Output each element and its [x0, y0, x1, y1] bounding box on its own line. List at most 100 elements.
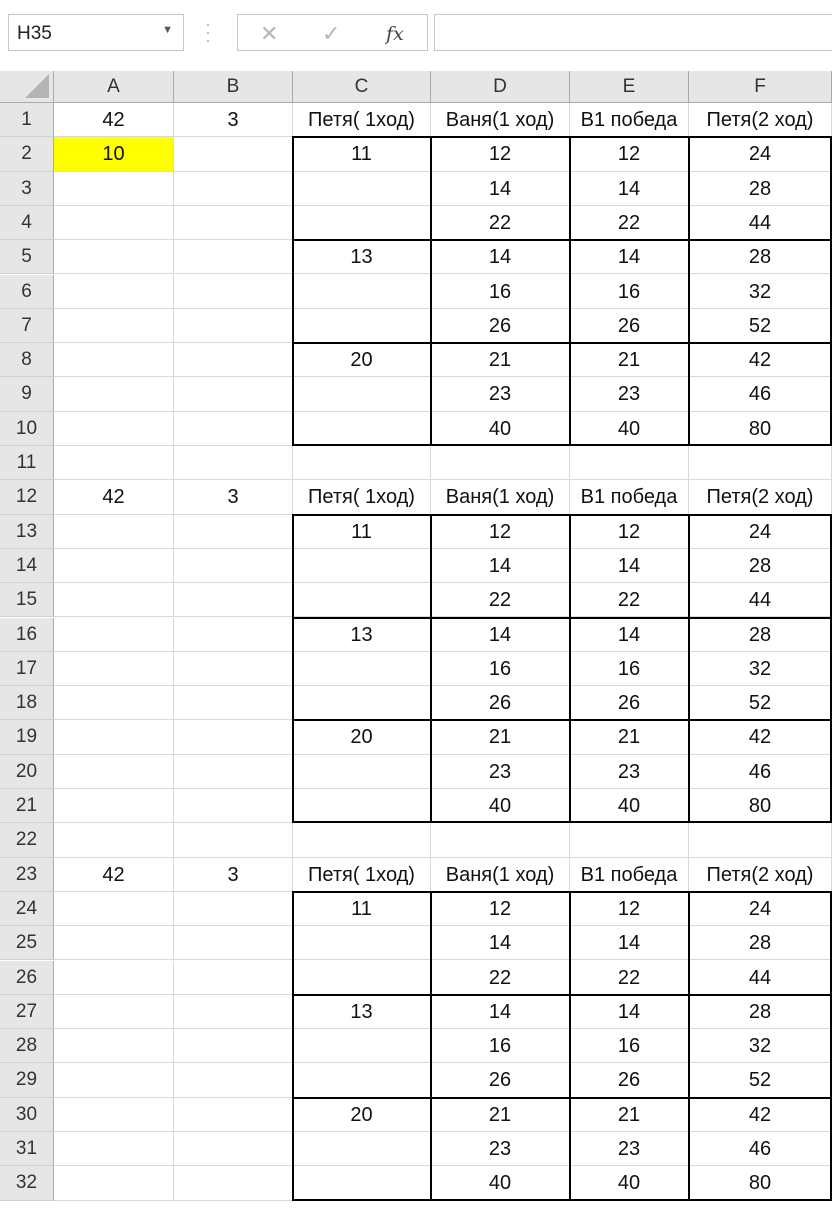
cell-d9[interactable]: 23 — [431, 377, 570, 411]
cell-c25[interactable] — [293, 926, 431, 960]
row-header-3[interactable]: 3 — [0, 172, 54, 206]
cell-f30[interactable]: 42 — [689, 1098, 832, 1132]
row-header-18[interactable]: 18 — [0, 686, 54, 720]
cell-e7[interactable]: 26 — [570, 309, 689, 343]
cell-a6[interactable] — [54, 275, 174, 309]
cell-a28[interactable] — [54, 1029, 174, 1063]
cell-a2[interactable]: 10 — [54, 137, 174, 171]
cell-b10[interactable] — [174, 412, 293, 446]
cell-e22[interactable] — [570, 823, 689, 857]
cell-e8[interactable]: 21 — [570, 343, 689, 377]
cell-c4[interactable] — [293, 206, 431, 240]
cell-d16[interactable]: 14 — [431, 618, 570, 652]
cell-e17[interactable]: 16 — [570, 652, 689, 686]
cell-e30[interactable]: 21 — [570, 1098, 689, 1132]
cell-c24[interactable]: 11 — [293, 892, 431, 926]
cell-c6[interactable] — [293, 275, 431, 309]
cell-f22[interactable] — [689, 823, 832, 857]
fx-icon[interactable]: fx — [386, 23, 404, 45]
cell-e20[interactable]: 23 — [570, 755, 689, 789]
cell-b19[interactable] — [174, 720, 293, 754]
cell-c19[interactable]: 20 — [293, 720, 431, 754]
cell-d21[interactable]: 40 — [431, 789, 570, 823]
cell-e16[interactable]: 14 — [570, 618, 689, 652]
cell-b21[interactable] — [174, 789, 293, 823]
row-header-17[interactable]: 17 — [0, 652, 54, 686]
select-all-button[interactable] — [0, 71, 54, 103]
cell-d22[interactable] — [431, 823, 570, 857]
cell-b2[interactable] — [174, 137, 293, 171]
cell-b26[interactable] — [174, 961, 293, 995]
cell-a26[interactable] — [54, 961, 174, 995]
cell-e15[interactable]: 22 — [570, 583, 689, 617]
cell-d26[interactable]: 22 — [431, 961, 570, 995]
cell-c3[interactable] — [293, 172, 431, 206]
cell-e32[interactable]: 40 — [570, 1166, 689, 1200]
row-header-32[interactable]: 32 — [0, 1166, 54, 1200]
cell-c18[interactable] — [293, 686, 431, 720]
cell-c8[interactable]: 20 — [293, 343, 431, 377]
row-header-31[interactable]: 31 — [0, 1132, 54, 1166]
cell-c32[interactable] — [293, 1166, 431, 1200]
column-header-b[interactable]: B — [174, 71, 293, 103]
cell-f12[interactable]: Петя(2 ход) — [689, 480, 832, 514]
cell-d32[interactable]: 40 — [431, 1166, 570, 1200]
cell-e3[interactable]: 14 — [570, 172, 689, 206]
cell-f29[interactable]: 52 — [689, 1063, 832, 1097]
cell-d18[interactable]: 26 — [431, 686, 570, 720]
row-header-6[interactable]: 6 — [0, 275, 54, 309]
cell-f1[interactable]: Петя(2 ход) — [689, 103, 832, 137]
cell-e10[interactable]: 40 — [570, 412, 689, 446]
cell-f15[interactable]: 44 — [689, 583, 832, 617]
cell-a29[interactable] — [54, 1063, 174, 1097]
cell-f8[interactable]: 42 — [689, 343, 832, 377]
cell-e23[interactable]: В1 победа — [570, 858, 689, 892]
enter-icon[interactable]: ✓ — [322, 21, 340, 47]
cell-f2[interactable]: 24 — [689, 137, 832, 171]
cell-f28[interactable]: 32 — [689, 1029, 832, 1063]
cell-e14[interactable]: 14 — [570, 549, 689, 583]
row-header-13[interactable]: 13 — [0, 515, 54, 549]
cell-b28[interactable] — [174, 1029, 293, 1063]
cell-f31[interactable]: 46 — [689, 1132, 832, 1166]
cell-d11[interactable] — [431, 446, 570, 480]
cell-d17[interactable]: 16 — [431, 652, 570, 686]
row-header-15[interactable]: 15 — [0, 583, 54, 617]
name-box[interactable]: H35 ▼ — [8, 14, 184, 51]
row-header-9[interactable]: 9 — [0, 377, 54, 411]
cell-f27[interactable]: 28 — [689, 995, 832, 1029]
cell-c14[interactable] — [293, 549, 431, 583]
cell-d3[interactable]: 14 — [431, 172, 570, 206]
cell-f18[interactable]: 52 — [689, 686, 832, 720]
cell-b29[interactable] — [174, 1063, 293, 1097]
cell-d23[interactable]: Ваня(1 ход) — [431, 858, 570, 892]
formula-input[interactable] — [434, 14, 832, 51]
cell-a32[interactable] — [54, 1166, 174, 1200]
cell-d13[interactable]: 12 — [431, 515, 570, 549]
cell-e4[interactable]: 22 — [570, 206, 689, 240]
cell-c31[interactable] — [293, 1132, 431, 1166]
cell-d30[interactable]: 21 — [431, 1098, 570, 1132]
cell-b9[interactable] — [174, 377, 293, 411]
cell-f11[interactable] — [689, 446, 832, 480]
cell-a16[interactable] — [54, 618, 174, 652]
cell-d24[interactable]: 12 — [431, 892, 570, 926]
cell-c30[interactable]: 20 — [293, 1098, 431, 1132]
cell-d5[interactable]: 14 — [431, 240, 570, 274]
cell-b8[interactable] — [174, 343, 293, 377]
cell-b16[interactable] — [174, 618, 293, 652]
cell-e19[interactable]: 21 — [570, 720, 689, 754]
cell-d14[interactable]: 14 — [431, 549, 570, 583]
cell-a4[interactable] — [54, 206, 174, 240]
cell-b13[interactable] — [174, 515, 293, 549]
row-header-10[interactable]: 10 — [0, 412, 54, 446]
cell-f19[interactable]: 42 — [689, 720, 832, 754]
cell-e12[interactable]: В1 победа — [570, 480, 689, 514]
cell-a9[interactable] — [54, 377, 174, 411]
cell-f9[interactable]: 46 — [689, 377, 832, 411]
cell-a25[interactable] — [54, 926, 174, 960]
row-header-8[interactable]: 8 — [0, 343, 54, 377]
cell-e5[interactable]: 14 — [570, 240, 689, 274]
row-header-23[interactable]: 23 — [0, 858, 54, 892]
cell-e29[interactable]: 26 — [570, 1063, 689, 1097]
